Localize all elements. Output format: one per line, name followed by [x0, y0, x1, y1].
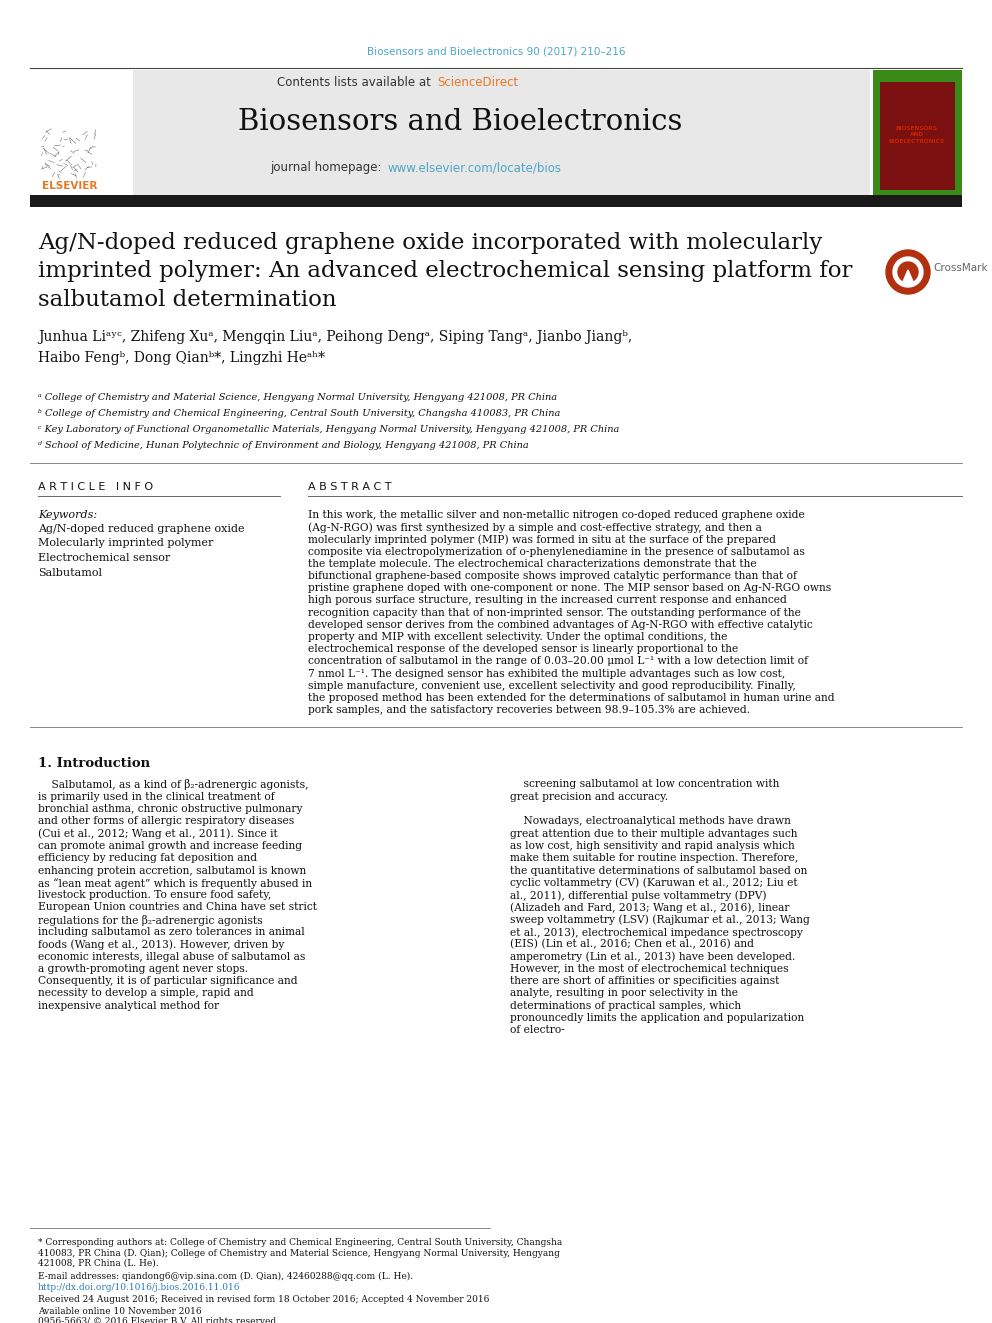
Text: the quantitative determinations of salbutamol based on: the quantitative determinations of salbu…: [510, 865, 807, 876]
Text: analyte, resulting in poor selectivity in the: analyte, resulting in poor selectivity i…: [510, 988, 738, 999]
Text: 1. Introduction: 1. Introduction: [38, 757, 150, 770]
Text: http://dx.doi.org/10.1016/j.bios.2016.11.016: http://dx.doi.org/10.1016/j.bios.2016.11…: [38, 1283, 240, 1293]
Bar: [880, 82, 955, 191]
Text: Biosensors and Bioelectronics 90 (2017) 210–216: Biosensors and Bioelectronics 90 (2017) …: [367, 48, 625, 57]
Text: composite via electropolymerization of o-phenylenediamine in the presence of sal: composite via electropolymerization of o…: [308, 546, 805, 557]
Text: great precision and accuracy.: great precision and accuracy.: [510, 791, 669, 802]
Circle shape: [898, 262, 918, 282]
Text: the template molecule. The electrochemical characterizations demonstrate that th: the template molecule. The electrochemic…: [308, 558, 757, 569]
Text: In this work, the metallic silver and non-metallic nitrogen co-doped reduced gra: In this work, the metallic silver and no…: [308, 509, 805, 520]
Text: molecularly imprinted polymer (MIP) was formed in situ at the surface of the pre: molecularly imprinted polymer (MIP) was …: [308, 534, 776, 545]
Text: ᵈ School of Medicine, Hunan Polytechnic of Environment and Biology, Hengyang 421: ᵈ School of Medicine, Hunan Polytechnic …: [38, 441, 529, 450]
Text: of electro-: of electro-: [510, 1025, 564, 1036]
Text: (Cui et al., 2012; Wang et al., 2011). Since it: (Cui et al., 2012; Wang et al., 2011). S…: [38, 828, 278, 839]
Text: pronouncedly limits the application and popularization: pronouncedly limits the application and …: [510, 1013, 805, 1023]
Text: concentration of salbutamol in the range of 0.03–20.00 μmol L⁻¹ with a low detec: concentration of salbutamol in the range…: [308, 656, 808, 667]
Text: al., 2011), differential pulse voltammetry (DPV): al., 2011), differential pulse voltammet…: [510, 890, 767, 901]
Text: (Alizadeh and Fard, 2013; Wang et al., 2016), linear: (Alizadeh and Fard, 2013; Wang et al., 2…: [510, 902, 790, 913]
Text: bifunctional graphene-based composite shows improved catalytic performance than : bifunctional graphene-based composite sh…: [308, 572, 797, 581]
Text: Molecularly imprinted polymer: Molecularly imprinted polymer: [38, 538, 213, 549]
Text: Junhua Liᵃʸᶜ, Zhifeng Xuᵃ, Mengqin Liuᵃ, Peihong Dengᵃ, Siping Tangᵃ, Jianbo Jia: Junhua Liᵃʸᶜ, Zhifeng Xuᵃ, Mengqin Liuᵃ,…: [38, 329, 632, 365]
Circle shape: [886, 250, 930, 294]
Text: electrochemical response of the developed sensor is linearly proportional to the: electrochemical response of the develope…: [308, 644, 738, 654]
Bar: [30, 70, 133, 194]
Text: Salbutamol: Salbutamol: [38, 568, 102, 578]
Text: efficiency by reducing fat deposition and: efficiency by reducing fat deposition an…: [38, 853, 257, 863]
Text: et al., 2013), electrochemical impedance spectroscopy: et al., 2013), electrochemical impedance…: [510, 927, 803, 938]
Text: journal homepage:: journal homepage:: [270, 161, 385, 175]
Text: amperometry (Lin et al., 2013) have been developed.: amperometry (Lin et al., 2013) have been…: [510, 951, 796, 962]
Text: the proposed method has been extended for the determinations of salbutamol in hu: the proposed method has been extended fo…: [308, 693, 834, 703]
Text: developed sensor derives from the combined advantages of Ag-N-RGO with effective: developed sensor derives from the combin…: [308, 619, 812, 630]
Text: there are short of affinities or specificities against: there are short of affinities or specifi…: [510, 976, 780, 986]
Text: high porous surface structure, resulting in the increased current response and e: high porous surface structure, resulting…: [308, 595, 787, 606]
Text: CrossMark: CrossMark: [933, 263, 988, 273]
Text: E-mail addresses: qiandong6@vip.sina.com (D. Qian), 42460288@qq.com (L. He).: E-mail addresses: qiandong6@vip.sina.com…: [38, 1271, 413, 1281]
Text: simple manufacture, convenient use, excellent selectivity and good reproducibili: simple manufacture, convenient use, exce…: [308, 681, 796, 691]
Text: Electrochemical sensor: Electrochemical sensor: [38, 553, 171, 564]
Text: Biosensors and Bioelectronics: Biosensors and Bioelectronics: [238, 108, 682, 136]
Text: Available online 10 November 2016: Available online 10 November 2016: [38, 1307, 201, 1315]
Text: great attention due to their multiple advantages such: great attention due to their multiple ad…: [510, 828, 798, 839]
Text: including salbutamol as zero tolerances in animal: including salbutamol as zero tolerances …: [38, 927, 305, 937]
Text: property and MIP with excellent selectivity. Under the optimal conditions, the: property and MIP with excellent selectiv…: [308, 632, 727, 642]
Text: 410083, PR China (D. Qian); College of Chemistry and Material Science, Hengyang : 410083, PR China (D. Qian); College of C…: [38, 1249, 559, 1258]
Text: * Corresponding authors at: College of Chemistry and Chemical Engineering, Centr: * Corresponding authors at: College of C…: [38, 1238, 562, 1248]
Text: A R T I C L E   I N F O: A R T I C L E I N F O: [38, 482, 153, 492]
Text: (EIS) (Lin et al., 2016; Chen et al., 2016) and: (EIS) (Lin et al., 2016; Chen et al., 20…: [510, 939, 754, 950]
Text: enhancing protein accretion, salbutamol is known: enhancing protein accretion, salbutamol …: [38, 865, 307, 876]
Text: ᶜ Key Laboratory of Functional Organometallic Materials, Hengyang Normal Univers: ᶜ Key Laboratory of Functional Organomet…: [38, 425, 619, 434]
Bar: [873, 70, 962, 194]
Text: is primarily used in the clinical treatment of: is primarily used in the clinical treatm…: [38, 791, 275, 802]
Text: Contents lists available at: Contents lists available at: [278, 77, 435, 90]
Text: ScienceDirect: ScienceDirect: [437, 77, 518, 90]
Text: Ag/N-doped reduced graphene oxide incorporated with molecularly
imprinted polyme: Ag/N-doped reduced graphene oxide incorp…: [38, 232, 852, 311]
Text: (Ag-N-RGO) was first synthesized by a simple and cost-effective strategy, and th: (Ag-N-RGO) was first synthesized by a si…: [308, 523, 762, 533]
Text: inexpensive analytical method for: inexpensive analytical method for: [38, 1000, 219, 1011]
Text: bronchial asthma, chronic obstructive pulmonary: bronchial asthma, chronic obstructive pu…: [38, 804, 303, 814]
Text: regulations for the β₂-adrenergic agonists: regulations for the β₂-adrenergic agonis…: [38, 914, 263, 926]
Bar: [30, 194, 962, 206]
Bar: [30, 70, 870, 194]
Text: 7 nmol L⁻¹. The designed sensor has exhibited the multiple advantages such as lo: 7 nmol L⁻¹. The designed sensor has exhi…: [308, 668, 786, 679]
Polygon shape: [902, 270, 914, 284]
Text: pristine graphene doped with one-component or none. The MIP sensor based on Ag-N: pristine graphene doped with one-compone…: [308, 583, 831, 593]
Text: Consequently, it is of particular significance and: Consequently, it is of particular signif…: [38, 976, 298, 986]
Text: as low cost, high sensitivity and rapid analysis which: as low cost, high sensitivity and rapid …: [510, 841, 795, 851]
Text: sweep voltammetry (LSV) (Rajkumar et al., 2013; Wang: sweep voltammetry (LSV) (Rajkumar et al.…: [510, 914, 809, 925]
Text: recognition capacity than that of non-imprinted sensor. The outstanding performa: recognition capacity than that of non-im…: [308, 607, 801, 618]
Text: Keywords:: Keywords:: [38, 509, 97, 520]
Text: livestock production. To ensure food safety,: livestock production. To ensure food saf…: [38, 890, 271, 900]
Text: foods (Wang et al., 2013). However, driven by: foods (Wang et al., 2013). However, driv…: [38, 939, 285, 950]
Text: a growth-promoting agent never stops.: a growth-promoting agent never stops.: [38, 964, 248, 974]
Text: ᵃ College of Chemistry and Material Science, Hengyang Normal University, Hengyan: ᵃ College of Chemistry and Material Scie…: [38, 393, 558, 402]
Text: and other forms of allergic respiratory diseases: and other forms of allergic respiratory …: [38, 816, 295, 827]
Text: necessity to develop a simple, rapid and: necessity to develop a simple, rapid and: [38, 988, 254, 999]
Text: cyclic voltammetry (CV) (Karuwan et al., 2012; Liu et: cyclic voltammetry (CV) (Karuwan et al.,…: [510, 877, 798, 888]
Text: ELSEVIER: ELSEVIER: [43, 181, 97, 191]
Text: Received 24 August 2016; Received in revised form 18 October 2016; Accepted 4 No: Received 24 August 2016; Received in rev…: [38, 1295, 489, 1304]
Text: However, in the most of electrochemical techniques: However, in the most of electrochemical …: [510, 964, 789, 974]
Text: 0956-5663/ © 2016 Elsevier B.V. All rights reserved.: 0956-5663/ © 2016 Elsevier B.V. All righ…: [38, 1318, 279, 1323]
Text: pork samples, and the satisfactory recoveries between 98.9–105.3% are achieved.: pork samples, and the satisfactory recov…: [308, 705, 750, 716]
Text: A B S T R A C T: A B S T R A C T: [308, 482, 392, 492]
Text: determinations of practical samples, which: determinations of practical samples, whi…: [510, 1000, 741, 1011]
Text: 421008, PR China (L. He).: 421008, PR China (L. He).: [38, 1259, 159, 1267]
Text: BIOSENSORS
AND
BIOELECTRONICS: BIOSENSORS AND BIOELECTRONICS: [889, 126, 945, 144]
Text: can promote animal growth and increase feeding: can promote animal growth and increase f…: [38, 841, 303, 851]
Text: European Union countries and China have set strict: European Union countries and China have …: [38, 902, 317, 913]
Text: economic interests, illegal abuse of salbutamol as: economic interests, illegal abuse of sal…: [38, 951, 306, 962]
Text: ᵇ College of Chemistry and Chemical Engineering, Central South University, Chang: ᵇ College of Chemistry and Chemical Engi…: [38, 409, 560, 418]
Text: screening salbutamol at low concentration with: screening salbutamol at low concentratio…: [510, 779, 780, 790]
Text: make them suitable for routine inspection. Therefore,: make them suitable for routine inspectio…: [510, 853, 799, 863]
Text: Ag/N-doped reduced graphene oxide: Ag/N-doped reduced graphene oxide: [38, 524, 244, 534]
Text: Salbutamol, as a kind of β₂-adrenergic agonists,: Salbutamol, as a kind of β₂-adrenergic a…: [38, 779, 309, 790]
Circle shape: [893, 257, 923, 287]
Text: Nowadays, electroanalytical methods have drawn: Nowadays, electroanalytical methods have…: [510, 816, 791, 827]
Text: as “lean meat agent” which is frequently abused in: as “lean meat agent” which is frequently…: [38, 877, 312, 889]
Text: www.elsevier.com/locate/bios: www.elsevier.com/locate/bios: [387, 161, 561, 175]
